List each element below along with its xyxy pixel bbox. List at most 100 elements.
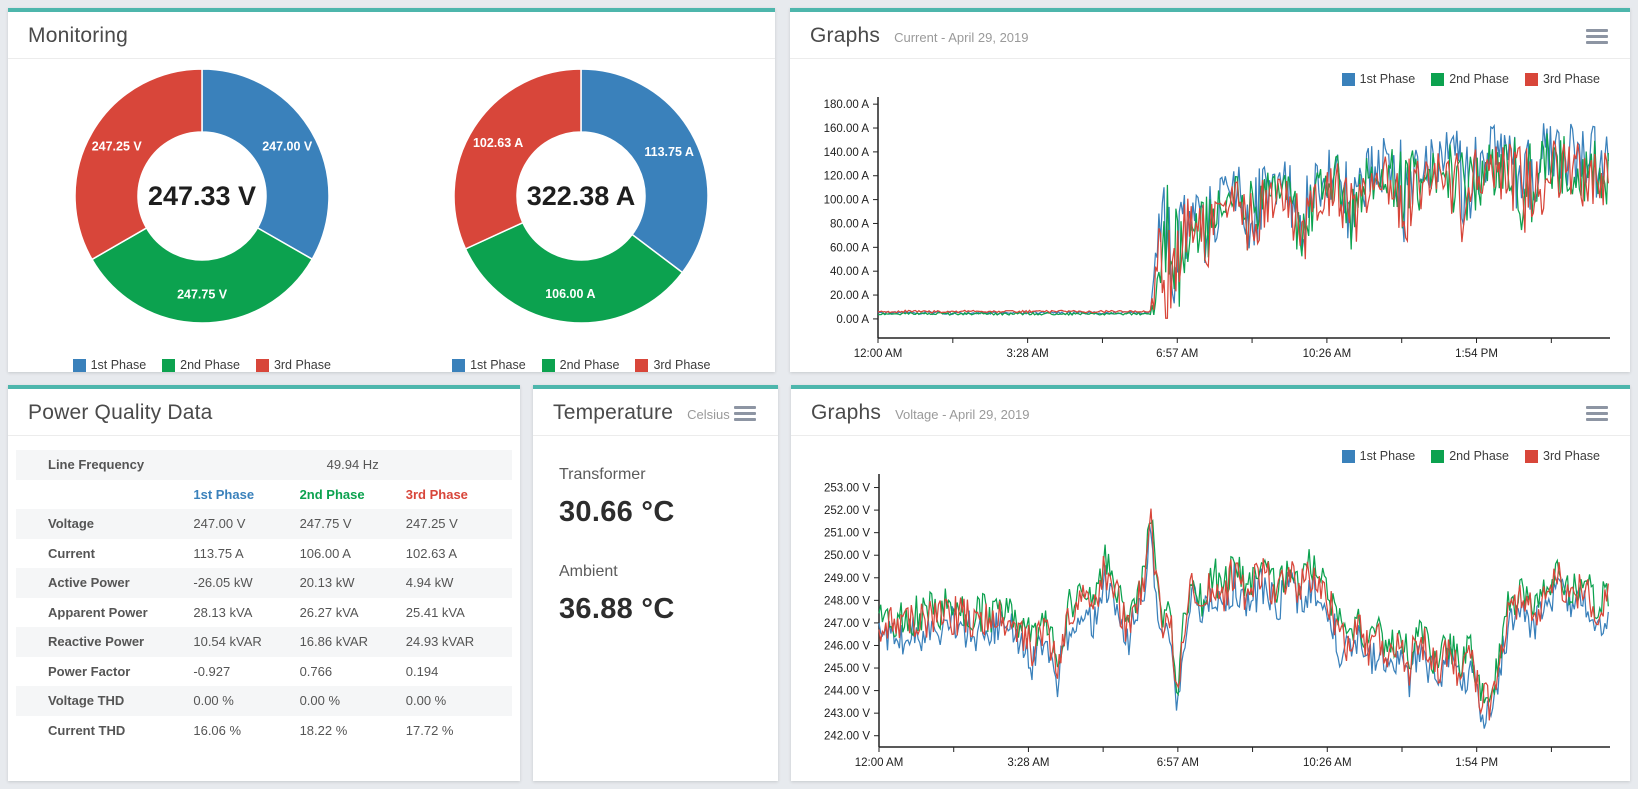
cell-value: 247.00 V: [193, 516, 246, 532]
legend-label: 1st Phase: [470, 358, 526, 372]
legend-swatch-red: [635, 358, 649, 372]
row-label: Apparent Power: [48, 604, 148, 620]
power-quality-panel: Power Quality Data Line Frequency 49.94 …: [8, 385, 520, 781]
legend-item-2nd-phase[interactable]: 2nd Phase: [541, 358, 620, 372]
table-row: Active Power -26.05 kW 20.13 kW 4.94 kW: [16, 568, 512, 598]
cell-value: 10.54 kVAR: [193, 634, 262, 650]
svg-text:160.00 A: 160.00 A: [824, 123, 870, 135]
transformer-label: Transformer: [559, 466, 646, 483]
legend-item-2nd-phase[interactable]: 2nd Phase: [162, 358, 240, 372]
current-donut-chart: 113.75 A 106.00 A 102.63 A 322.38 A: [426, 65, 736, 352]
svg-text:252.00 V: 252.00 V: [824, 505, 870, 517]
cell-value: 106.00 A: [299, 545, 351, 561]
svg-text:12:00 AM: 12:00 AM: [854, 348, 903, 360]
monitoring-body: 247.00 V 247.75 V 247.25 V 247.33 V 1st Pha…: [8, 59, 775, 372]
cell-value: 0.00 %: [299, 693, 341, 709]
svg-text:40.00 A: 40.00 A: [830, 266, 869, 278]
panel-subtitle: Celsius: [687, 407, 730, 422]
legend-item-1st-phase[interactable]: 1st Phase: [1341, 72, 1415, 86]
cell-value: 0.194: [405, 663, 439, 679]
power-quality-table: Line Frequency 49.94 Hz 1st Phase 2nd Ph…: [16, 450, 512, 745]
table-row: Power Factor -0.927 0.766 0.194: [16, 657, 512, 687]
menu-icon[interactable]: [1584, 404, 1610, 423]
svg-text:180.00 A: 180.00 A: [824, 99, 870, 111]
menu-icon[interactable]: [1584, 27, 1610, 46]
cell-value: 25.41 kVA: [405, 604, 465, 620]
cell-value: 18.22 %: [299, 722, 348, 738]
legend-swatch-green: [541, 358, 555, 372]
graphs-current-header: Graphs Current - April 29, 2019: [790, 12, 1630, 59]
legend-label: 2nd Phase: [1449, 449, 1510, 463]
cell-value: 0.00 %: [405, 693, 447, 709]
table-row: Current THD 16.06 % 18.22 % 17.72 %: [16, 716, 512, 746]
current-donut-container: 113.75 A 106.00 A 102.63 A 322.38 A 1st Pha…: [392, 65, 772, 372]
cell-value: 16.86 kVAR: [299, 634, 368, 650]
cell-value: -26.05 kW: [193, 575, 253, 591]
graphs-current-panel: Graphs Current - April 29, 2019 1st Phas…: [790, 8, 1630, 372]
panel-title: Temperature: [553, 401, 674, 424]
table-row: Current 113.75 A 106.00 A 102.63 A: [16, 539, 512, 569]
temperature-panel: Temperature Celsius Transformer 30.66 °C…: [533, 385, 778, 781]
table-row: Voltage 247.00 V 247.75 V 247.25 V: [16, 509, 512, 539]
cell-value: 24.93 kVAR: [405, 634, 475, 650]
legend-item-1st-phase[interactable]: 1st Phase: [72, 358, 146, 372]
legend-swatch-blue: [1341, 72, 1355, 86]
legend-swatch-blue: [452, 358, 466, 372]
svg-text:243.00 V: 243.00 V: [824, 708, 870, 720]
temperature-body: Transformer 30.66 °C Ambient 36.88 °C: [533, 436, 778, 781]
monitoring-header: Monitoring: [8, 12, 775, 59]
voltage-line-chart: 242.00 V 243.00 V 244.00 V 245.00 V 246.00 V…: [801, 468, 1618, 780]
legend-item-2nd-phase[interactable]: 2nd Phase: [1431, 449, 1509, 463]
voltage-donut-legend: 1st Phase 2nd Phase 3rd Phase: [72, 358, 331, 372]
legend-label: 2nd Phase: [559, 358, 620, 372]
svg-text:248.00 V: 248.00 V: [824, 595, 870, 607]
voltage-donut-container: 247.00 V 247.75 V 247.25 V 247.33 V 1st Pha…: [12, 65, 392, 372]
legend-swatch-green: [162, 358, 176, 372]
svg-text:10:26 AM: 10:26 AM: [1303, 757, 1352, 769]
legend-item-2nd-phase[interactable]: 2nd Phase: [1431, 72, 1509, 86]
svg-text:245.00 V: 245.00 V: [824, 663, 870, 675]
legend-label: 2nd Phase: [1449, 72, 1510, 86]
transformer-temperature-value: 30.66 °C: [559, 496, 675, 528]
table-row: Voltage THD 0.00 % 0.00 % 0.00 %: [16, 686, 512, 716]
cell-value: 28.13 kVA: [193, 604, 253, 620]
row-label: Reactive Power: [48, 634, 145, 650]
temperature-header: Temperature Celsius: [533, 389, 778, 436]
voltage-donut-chart: 247.00 V 247.75 V 247.25 V 247.33 V: [47, 65, 357, 352]
column-header-1st-phase: 1st Phase: [193, 486, 255, 502]
line-frequency-value: 49.94 Hz: [326, 457, 379, 473]
monitoring-panel: Monitoring 247.00 V 247.75 V 247.25 V 247.3…: [8, 8, 775, 372]
table-row: Apparent Power 28.13 kVA 26.27 kVA 25.41…: [16, 598, 512, 628]
svg-text:1:54 PM: 1:54 PM: [1455, 757, 1498, 769]
row-label: Voltage: [48, 516, 94, 532]
graphs-voltage-legend: 1st Phase 2nd Phase 3rd Phase: [801, 444, 1618, 468]
column-header-2nd-phase: 2nd Phase: [299, 486, 365, 502]
svg-text:102.63 A: 102.63 A: [473, 136, 523, 150]
legend-item-3rd-phase[interactable]: 3rd Phase: [1525, 72, 1600, 86]
legend-item-3rd-phase[interactable]: 3rd Phase: [1525, 449, 1600, 463]
svg-text:322.38 A: 322.38 A: [527, 181, 636, 211]
svg-text:113.75 A: 113.75 A: [645, 145, 695, 159]
cell-value: 0.00 %: [193, 693, 234, 709]
power-quality-header: Power Quality Data: [8, 389, 520, 436]
svg-text:251.00 V: 251.00 V: [824, 528, 870, 540]
legend-label: 3rd Phase: [653, 358, 711, 372]
row-label: Current THD: [48, 722, 126, 738]
cell-value: 17.72 %: [405, 722, 454, 738]
table-row: Line Frequency 49.94 Hz: [16, 450, 512, 480]
legend-item-1st-phase[interactable]: 1st Phase: [452, 358, 526, 372]
svg-text:80.00 A: 80.00 A: [830, 218, 869, 230]
legend-swatch-blue: [1341, 449, 1355, 463]
svg-text:253.00 V: 253.00 V: [824, 483, 870, 495]
svg-text:242.00 V: 242.00 V: [824, 731, 870, 743]
legend-item-3rd-phase[interactable]: 3rd Phase: [635, 358, 710, 372]
svg-text:3:28 AM: 3:28 AM: [1007, 348, 1049, 360]
svg-text:6:57 AM: 6:57 AM: [1156, 348, 1198, 360]
menu-icon[interactable]: [732, 404, 758, 423]
legend-item-3rd-phase[interactable]: 3rd Phase: [255, 358, 331, 372]
svg-text:20.00 A: 20.00 A: [830, 290, 869, 302]
panel-title: Power Quality Data: [28, 401, 213, 424]
legend-item-1st-phase[interactable]: 1st Phase: [1341, 449, 1415, 463]
svg-text:249.00 V: 249.00 V: [824, 573, 870, 585]
